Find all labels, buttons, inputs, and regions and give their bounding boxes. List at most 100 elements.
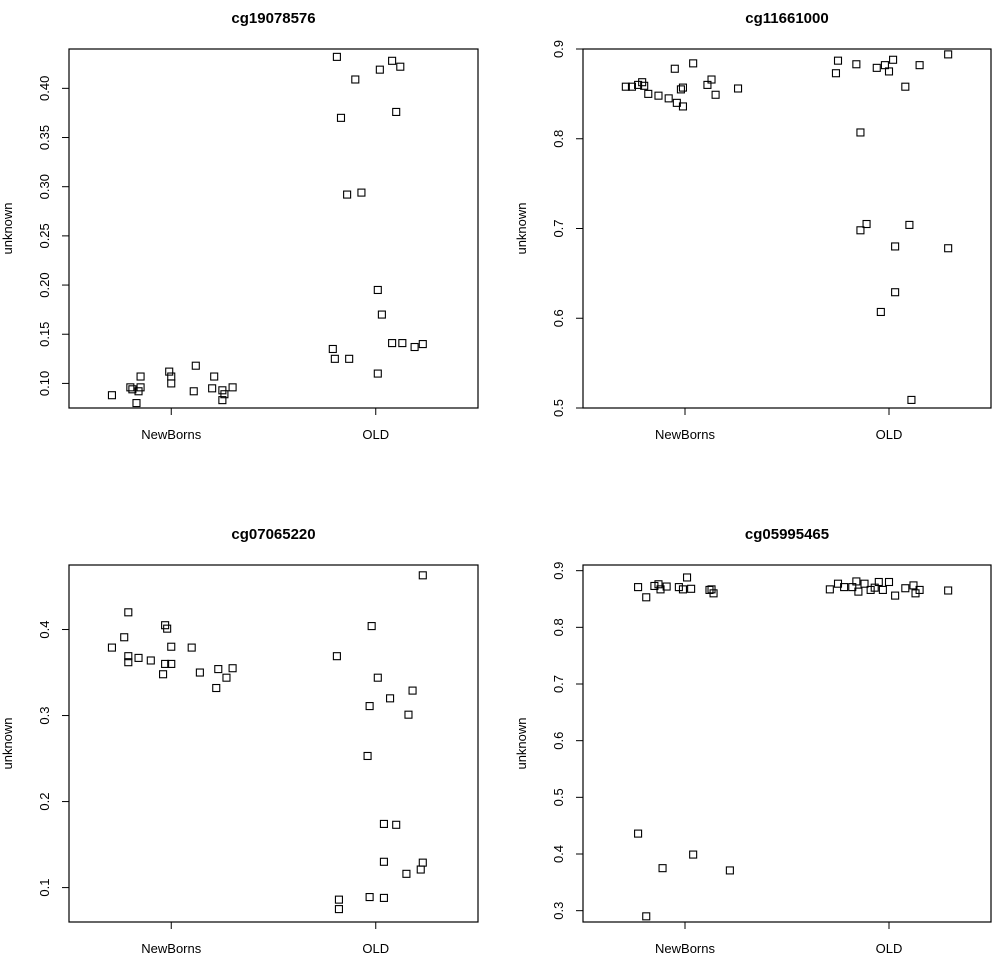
data-point bbox=[132, 399, 141, 408]
data-point bbox=[852, 60, 861, 69]
data-point bbox=[854, 587, 863, 596]
data-point bbox=[365, 893, 374, 902]
chart-title: cg19078576 bbox=[231, 10, 315, 27]
data-point bbox=[872, 63, 881, 72]
data-point bbox=[379, 893, 388, 902]
data-point bbox=[210, 372, 219, 381]
data-point bbox=[379, 857, 388, 866]
y-tick-label: 0.10 bbox=[37, 371, 52, 396]
data-point bbox=[634, 583, 643, 592]
data-point bbox=[915, 585, 924, 594]
data-point bbox=[416, 865, 425, 874]
data-point bbox=[332, 652, 341, 661]
y-tick-label: 0.35 bbox=[37, 125, 52, 150]
chart-title: cg11661000 bbox=[745, 10, 828, 27]
data-point bbox=[866, 585, 875, 594]
y-axis-label: unknown bbox=[514, 202, 529, 254]
data-point bbox=[642, 912, 651, 921]
y-tick-label: 0.4 bbox=[37, 620, 52, 638]
data-point bbox=[860, 579, 869, 588]
data-point bbox=[676, 85, 685, 94]
data-point bbox=[375, 65, 384, 74]
data-point bbox=[124, 608, 133, 617]
data-point bbox=[642, 593, 651, 602]
y-tick-label: 0.9 bbox=[551, 562, 566, 580]
data-point bbox=[707, 75, 716, 84]
data-point bbox=[373, 673, 382, 682]
panel-cg11661000: cg11661000 unknown 0.5 0.6 0.7 0.8 0.9 NewBorns… bbox=[514, 10, 992, 442]
data-point bbox=[345, 354, 354, 363]
x-tick-label: OLD bbox=[362, 941, 389, 956]
data-point bbox=[856, 226, 865, 235]
data-point bbox=[711, 90, 720, 99]
y-tick-label: 0.4 bbox=[551, 845, 566, 863]
data-point bbox=[627, 82, 637, 91]
data-point bbox=[678, 83, 688, 92]
chart-title: cg07065220 bbox=[231, 526, 315, 543]
data-point bbox=[124, 652, 133, 661]
x-tick-label: OLD bbox=[876, 941, 903, 956]
data-point bbox=[909, 581, 918, 590]
data-point bbox=[725, 866, 734, 875]
plot-frame bbox=[68, 48, 479, 409]
data-point bbox=[703, 80, 712, 89]
data-point bbox=[944, 244, 953, 253]
data-point bbox=[396, 62, 405, 71]
data-point bbox=[878, 585, 887, 594]
data-point bbox=[386, 694, 395, 703]
data-point bbox=[136, 372, 145, 381]
data-point bbox=[621, 82, 630, 91]
data-point bbox=[161, 659, 170, 668]
x-tick-label: OLD bbox=[876, 427, 903, 442]
data-point bbox=[687, 584, 696, 593]
data-point bbox=[848, 583, 857, 592]
y-tick-label: 0.7 bbox=[551, 219, 566, 237]
data-point bbox=[351, 75, 360, 84]
data-point bbox=[107, 391, 116, 400]
data-point bbox=[644, 89, 653, 98]
data-point bbox=[195, 668, 204, 677]
series-newborns bbox=[107, 361, 237, 408]
y-tick-label: 0.5 bbox=[551, 788, 566, 806]
panel-cg05995465: cg05995465 unknown 0.3 0.4 0.5 0.6 0.7 0.8 0.9 Ne… bbox=[514, 526, 992, 956]
data-point bbox=[901, 584, 910, 593]
data-point bbox=[126, 383, 135, 392]
data-point bbox=[876, 307, 885, 317]
data-point bbox=[392, 820, 401, 829]
data-point bbox=[905, 220, 914, 229]
data-point bbox=[907, 395, 916, 404]
data-point bbox=[336, 113, 346, 122]
data-point bbox=[363, 751, 372, 761]
data-point bbox=[146, 656, 155, 665]
series-newborns bbox=[107, 608, 237, 693]
series-old bbox=[332, 571, 427, 914]
y-tick-label: 0.5 bbox=[551, 399, 566, 417]
data-point bbox=[398, 339, 407, 348]
data-point bbox=[709, 589, 718, 598]
data-point bbox=[367, 622, 376, 631]
data-point bbox=[167, 659, 176, 668]
data-point bbox=[408, 686, 417, 695]
data-point bbox=[373, 285, 382, 295]
data-point bbox=[388, 56, 397, 65]
data-point bbox=[124, 658, 133, 667]
data-point bbox=[167, 379, 176, 388]
data-point bbox=[107, 643, 116, 652]
data-point bbox=[678, 102, 688, 111]
data-point bbox=[189, 387, 198, 396]
y-tick-label: 0.7 bbox=[551, 675, 566, 693]
data-point bbox=[944, 50, 953, 59]
y-axis-label: unknown bbox=[514, 717, 529, 769]
data-point bbox=[862, 219, 871, 229]
data-point bbox=[163, 624, 172, 633]
data-point bbox=[228, 664, 237, 673]
y-tick-label: 0.8 bbox=[551, 618, 566, 636]
series-old bbox=[831, 50, 953, 404]
y-tick-label: 0.30 bbox=[37, 174, 52, 199]
data-point bbox=[218, 396, 227, 405]
plot-frame bbox=[582, 48, 992, 409]
y-tick-label: 0.25 bbox=[37, 223, 52, 248]
panel-cg07065220: cg07065220 unknown 0.1 0.2 0.3 0.4 NewBorns OLD bbox=[0, 526, 479, 956]
data-point bbox=[689, 850, 698, 859]
plot-frame bbox=[68, 564, 479, 923]
